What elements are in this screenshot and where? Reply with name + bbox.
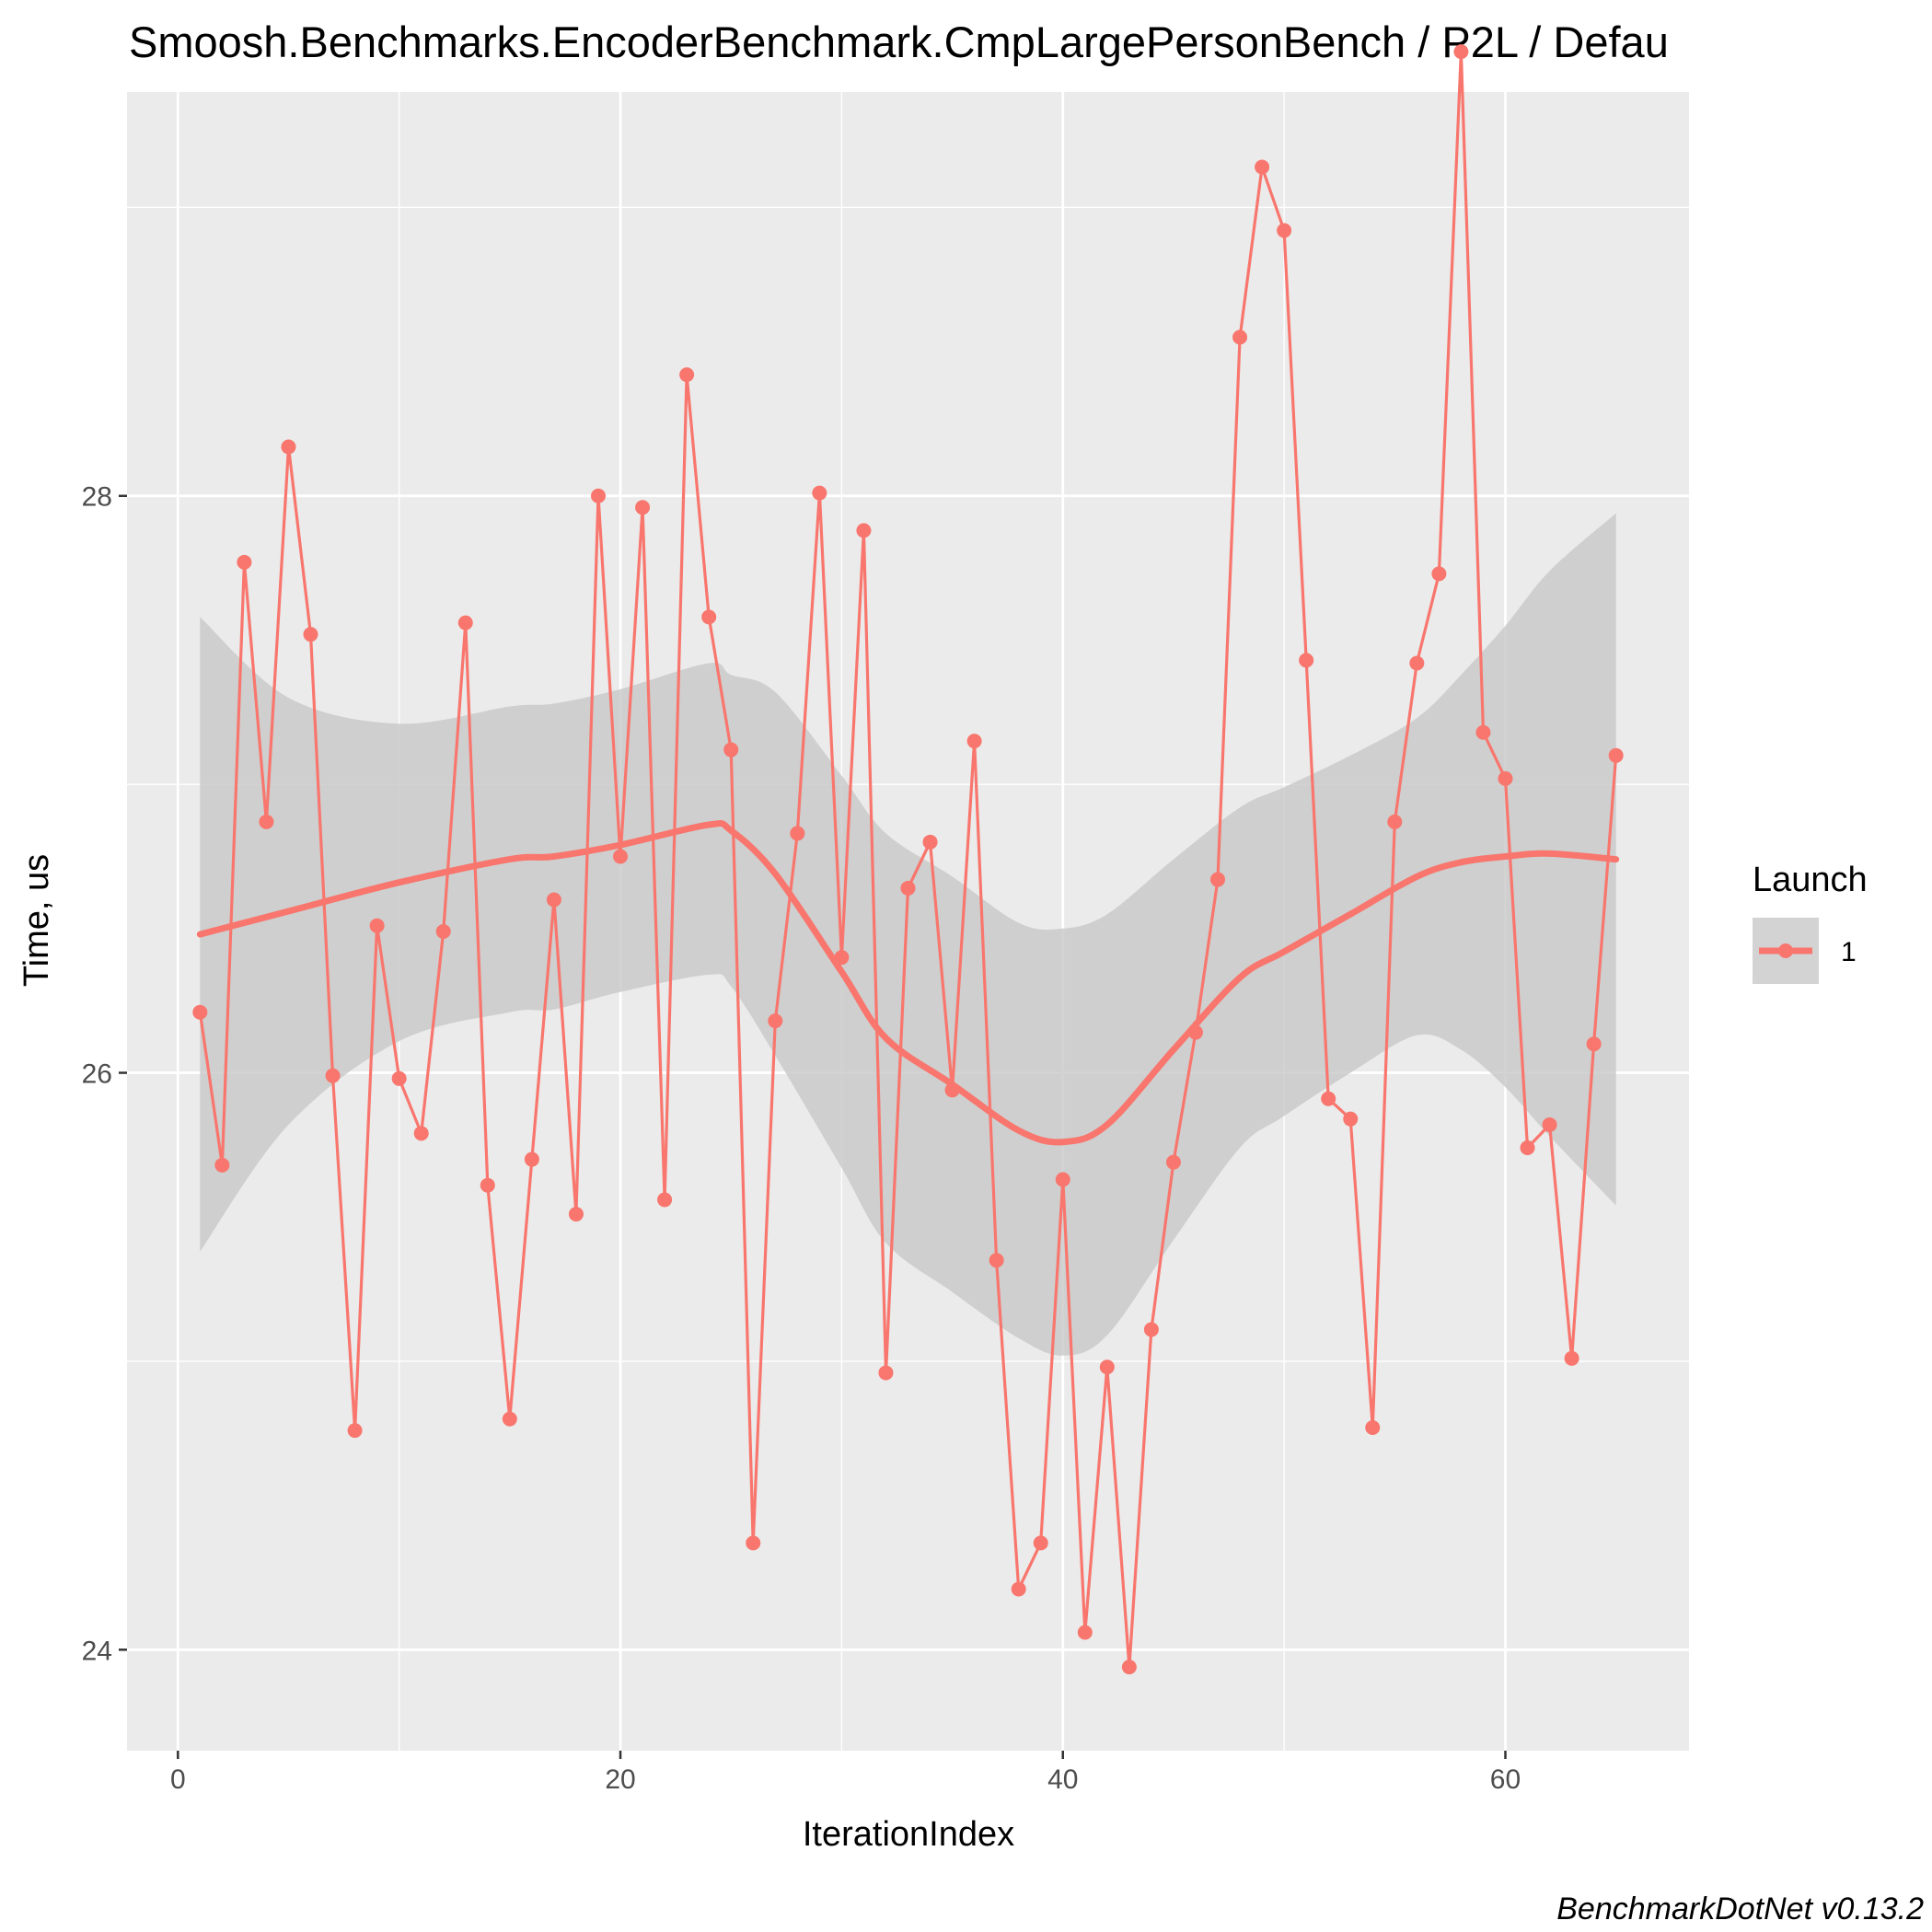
data-point — [1299, 653, 1314, 668]
data-point — [966, 734, 982, 749]
x-axis: 0 20 40 60 — [170, 1751, 1521, 1795]
data-point — [1321, 1091, 1336, 1106]
data-point — [1498, 770, 1513, 786]
data-point — [1011, 1581, 1026, 1597]
data-point — [1542, 1116, 1557, 1132]
x-axis-title: IterationIndex — [803, 1815, 1014, 1854]
data-point — [1099, 1359, 1115, 1375]
data-point — [613, 849, 629, 864]
data-point — [1121, 1660, 1137, 1675]
data-point — [1033, 1535, 1048, 1551]
data-point — [1586, 1036, 1602, 1052]
caption: BenchmarkDotNet v0.13.2 — [1556, 1892, 1924, 1926]
data-point — [480, 1177, 495, 1193]
y-axis: 24 26 28 — [82, 482, 127, 1666]
x-tick-label: 60 — [1490, 1764, 1521, 1795]
legend-key-point — [1778, 943, 1793, 958]
data-point — [812, 485, 827, 501]
data-point — [369, 918, 385, 933]
data-point — [1255, 159, 1270, 175]
y-tick-label: 28 — [82, 482, 112, 513]
data-point — [347, 1423, 363, 1439]
chart-title: Smoosh.Benchmarks.EncoderBenchmark.CmpLa… — [129, 17, 1669, 66]
data-point — [1055, 1172, 1070, 1187]
data-point — [1475, 724, 1491, 740]
data-point — [746, 1535, 761, 1551]
data-point — [281, 439, 296, 455]
data-point — [989, 1253, 1004, 1268]
x-tick-label: 0 — [170, 1764, 186, 1795]
y-tick-label: 24 — [82, 1636, 112, 1666]
data-point — [856, 523, 872, 538]
y-axis-title: Time, us — [17, 854, 56, 987]
data-point — [457, 615, 473, 631]
data-point — [1077, 1625, 1093, 1640]
data-point — [192, 1004, 208, 1020]
data-point — [413, 1126, 429, 1141]
data-point — [1520, 1140, 1535, 1156]
data-point — [524, 1151, 539, 1167]
confidence-ribbon — [200, 513, 1616, 1356]
data-point — [1608, 747, 1624, 763]
data-point — [435, 923, 451, 939]
data-point — [1143, 1322, 1159, 1337]
data-point — [325, 1068, 341, 1083]
legend: Launch 1 — [1753, 861, 1868, 984]
data-point — [1232, 330, 1248, 345]
data-point — [834, 950, 850, 966]
data-point — [546, 892, 561, 908]
x-tick-label: 40 — [1047, 1764, 1078, 1795]
data-point — [1187, 1024, 1203, 1040]
x-tick-label: 20 — [605, 1764, 635, 1795]
data-point — [1210, 872, 1226, 887]
data-points — [192, 44, 1624, 1675]
data-point — [1409, 655, 1425, 671]
legend-label-1: 1 — [1841, 937, 1857, 967]
data-point — [768, 1013, 783, 1029]
data-point — [1343, 1111, 1359, 1127]
data-point — [900, 880, 916, 896]
data-point — [568, 1207, 584, 1222]
data-point — [922, 834, 938, 850]
data-point — [590, 488, 606, 503]
legend-title: Launch — [1753, 861, 1868, 899]
data-point — [878, 1365, 894, 1381]
data-point — [1431, 566, 1447, 582]
data-point — [1277, 223, 1292, 238]
data-point — [214, 1157, 230, 1173]
data-point — [502, 1411, 517, 1427]
data-point — [1564, 1350, 1579, 1366]
data-point — [635, 500, 651, 515]
data-point — [790, 826, 805, 841]
data-point — [303, 627, 318, 642]
data-point — [679, 367, 695, 383]
data-point — [1453, 44, 1469, 60]
data-point — [944, 1082, 960, 1098]
data-point — [657, 1192, 673, 1208]
data-point — [701, 609, 717, 625]
data-point — [723, 742, 739, 758]
y-tick-label: 26 — [82, 1059, 112, 1090]
data-point — [1365, 1420, 1381, 1436]
data-point — [1387, 814, 1403, 829]
data-point — [391, 1070, 407, 1086]
data-point — [259, 814, 274, 829]
data-point — [1165, 1154, 1181, 1170]
data-point — [237, 554, 252, 570]
